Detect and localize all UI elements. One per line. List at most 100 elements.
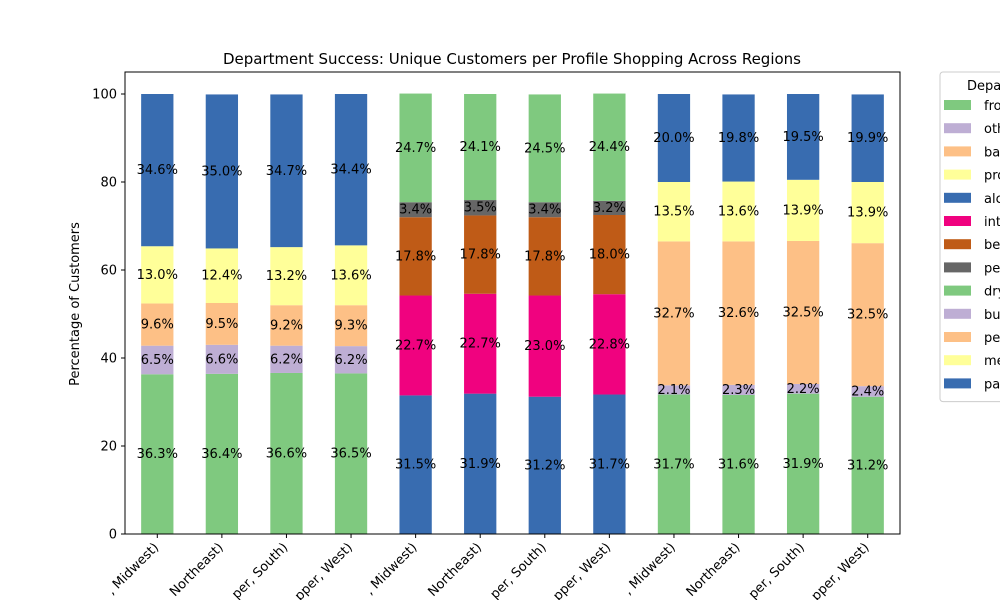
- data-label: 24.4%: [589, 140, 630, 155]
- bar-segment: [205, 303, 239, 345]
- legend-swatch: [944, 308, 971, 319]
- data-label: 36.5%: [330, 447, 371, 462]
- legend-label[interactable]: pe: [984, 261, 1000, 276]
- y-axis-label: Percentage of Customers: [68, 222, 83, 386]
- bar-segment: [270, 345, 303, 373]
- data-label: 12.4%: [201, 269, 242, 284]
- y-tick-label: 0: [109, 528, 117, 543]
- bar-segment: [141, 374, 174, 534]
- x-tick-label: pper, West): [292, 540, 356, 600]
- data-label: 13.9%: [847, 206, 888, 221]
- bar-segment: [851, 94, 884, 182]
- legend-label[interactable]: bu: [984, 308, 1000, 323]
- data-label: 13.6%: [718, 204, 759, 219]
- data-label: 34.7%: [266, 164, 307, 179]
- bar-segment: [399, 295, 432, 396]
- bar-segment: [270, 372, 303, 534]
- legend-label[interactable]: be: [984, 238, 1000, 253]
- y-tick-label: 20: [100, 440, 117, 455]
- legend-label[interactable]: alc: [984, 192, 1000, 207]
- legend-swatch: [944, 285, 971, 296]
- data-label: 31.7%: [589, 457, 630, 472]
- legend-swatch: [944, 216, 971, 226]
- x-tick-label: Northeast): [425, 540, 485, 600]
- legend-label[interactable]: pa: [984, 377, 1000, 392]
- bar-segment: [464, 200, 497, 216]
- legend-swatch: [944, 192, 971, 203]
- bar-segment: [851, 396, 884, 534]
- bar-segment: [205, 344, 239, 374]
- legend-label[interactable]: me: [984, 354, 1000, 369]
- data-label: 9.2%: [270, 318, 303, 333]
- legend-swatch: [944, 378, 971, 389]
- bar-segment: [141, 94, 174, 247]
- data-label: 24.1%: [460, 140, 501, 155]
- bar-segment: [528, 202, 561, 218]
- bar-segment: [528, 396, 561, 534]
- legend-title: Depa: [967, 79, 1000, 94]
- bar-segment: [528, 217, 561, 296]
- data-label: 3.4%: [528, 203, 561, 218]
- data-label: 32.5%: [782, 305, 823, 320]
- chart-title: Department Success: Unique Customers per…: [223, 50, 801, 68]
- legend-label[interactable]: dry: [984, 285, 1000, 300]
- bar-segment: [593, 93, 626, 201]
- legend-swatch: [944, 355, 971, 366]
- bar-segment: [722, 181, 755, 242]
- bar-segment: [334, 373, 368, 534]
- data-label: 13.5%: [653, 205, 694, 220]
- bar-segment: [786, 383, 820, 394]
- bar-segment: [528, 295, 561, 397]
- bar-segment: [270, 94, 303, 248]
- data-label: 6.5%: [141, 353, 174, 368]
- legend[interactable]: Depa fro oth ba pro alc int be pe dry bu pe me pa: [939, 71, 1000, 403]
- data-label: 13.2%: [266, 269, 307, 284]
- legend-label[interactable]: int: [984, 215, 1000, 230]
- data-label: 34.6%: [137, 163, 178, 178]
- data-label: 31.7%: [653, 457, 694, 472]
- data-labels-layer: 36.3% 6.5% 9.6% 13.0% 34.6% 36.4% 6.6% 9.5% 12.4…: [137, 130, 889, 473]
- x-tick-label: , Midwest): [621, 540, 679, 598]
- plot-frame: [124, 71, 901, 535]
- bar-segment: [464, 215, 497, 294]
- bar-segment: [334, 94, 368, 246]
- x-tick-label: per, South): [488, 540, 550, 600]
- bar-segment: [270, 247, 303, 306]
- bar-segment: [141, 303, 174, 346]
- bar-segment: [851, 386, 884, 397]
- bar-segment: [657, 94, 691, 182]
- data-label: 22.7%: [395, 338, 436, 353]
- legend-label[interactable]: oth: [984, 122, 1000, 137]
- legend-label[interactable]: fro: [984, 99, 1000, 114]
- data-label: 31.9%: [782, 457, 823, 472]
- bar-segment: [270, 305, 303, 346]
- bar-segment: [334, 305, 368, 347]
- data-label: 18.0%: [589, 248, 630, 263]
- data-label: 17.8%: [460, 248, 501, 263]
- data-label: 32.5%: [847, 308, 888, 323]
- bar-segment: [593, 200, 626, 215]
- x-tick-label: Northeast): [684, 540, 744, 600]
- bar-segment: [593, 215, 626, 295]
- data-label: 3.2%: [593, 201, 626, 216]
- data-label: 31.2%: [847, 458, 888, 473]
- x-tick-label: Northeast): [167, 540, 227, 600]
- legend-label[interactable]: ba: [984, 145, 1000, 160]
- bar-segment: [657, 241, 691, 386]
- bar-segment: [464, 393, 497, 534]
- data-label: 35.0%: [201, 164, 242, 179]
- legend-swatch: [944, 239, 971, 250]
- bars-layer: [141, 93, 884, 534]
- legend-label[interactable]: pro: [984, 169, 1000, 184]
- bar-segment: [464, 293, 497, 394]
- bar-segment: [334, 245, 368, 306]
- data-label: 9.6%: [141, 318, 174, 333]
- legend-swatch: [944, 123, 971, 134]
- legend-label[interactable]: pe: [984, 331, 1000, 346]
- data-label: 6.2%: [335, 353, 368, 368]
- y-tick-label: 80: [100, 176, 117, 191]
- data-label: 17.8%: [524, 249, 565, 264]
- bar-segment: [786, 179, 820, 241]
- x-tick-label: pper, West): [550, 540, 614, 600]
